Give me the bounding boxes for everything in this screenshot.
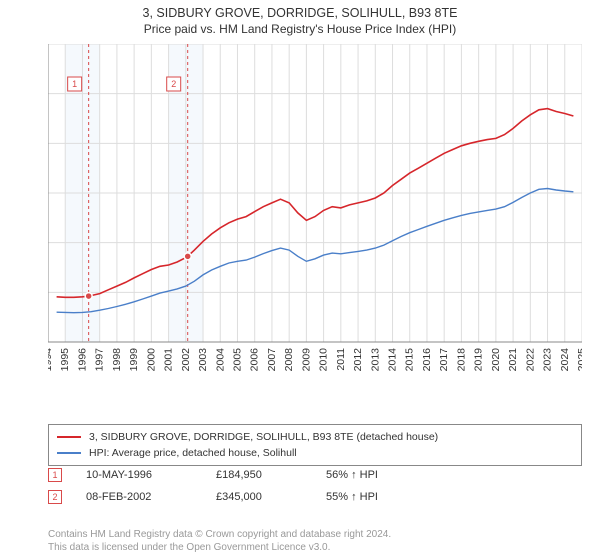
chart-plot-area: £0£200K£400K£600K£800K£1M£1.2M1994199519… [48, 44, 582, 380]
x-tick-label: 2021 [507, 348, 519, 372]
legend-label: 3, SIDBURY GROVE, DORRIDGE, SOLIHULL, B9… [89, 431, 438, 443]
x-tick-label: 1998 [111, 348, 123, 372]
x-tick-label: 2005 [231, 348, 243, 372]
x-tick-label: 2022 [524, 348, 536, 372]
marker-row: 2 08-FEB-2002 £345,000 55% ↑ HPI [48, 486, 582, 508]
x-tick-label: 2024 [559, 348, 571, 372]
footer-line: This data is licensed under the Open Gov… [48, 541, 391, 554]
x-tick-label: 2011 [335, 348, 347, 371]
x-tick-label: 2000 [145, 348, 157, 372]
legend: 3, SIDBURY GROVE, DORRIDGE, SOLIHULL, B9… [48, 424, 582, 466]
legend-swatch [57, 452, 81, 454]
x-tick-label: 2013 [369, 348, 381, 372]
legend-label: HPI: Average price, detached house, Soli… [89, 447, 297, 459]
x-tick-label: 1997 [94, 348, 106, 372]
marker-badge: 1 [48, 468, 62, 482]
x-tick-label: 2015 [404, 348, 416, 372]
x-tick-label: 2019 [473, 348, 485, 372]
x-tick-label: 2018 [455, 348, 467, 372]
chart-title-sub: Price paid vs. HM Land Registry's House … [0, 22, 600, 36]
x-tick-label: 1995 [59, 348, 71, 372]
x-tick-label: 1996 [76, 348, 88, 372]
x-tick-label: 2003 [197, 348, 209, 372]
x-tick-label: 2009 [300, 348, 312, 372]
x-tick-label: 2023 [542, 348, 554, 372]
marker-badge: 2 [48, 490, 62, 504]
marker-dot [85, 293, 92, 300]
marker-dot [184, 253, 191, 260]
x-tick-label: 1999 [128, 348, 140, 372]
x-tick-label: 2012 [352, 348, 364, 372]
x-tick-label: 2006 [249, 348, 261, 372]
x-tick-label: 1994 [48, 348, 54, 372]
footer-line: Contains HM Land Registry data © Crown c… [48, 528, 391, 541]
x-tick-label: 2008 [283, 348, 295, 372]
x-tick-label: 2004 [214, 348, 226, 372]
x-tick-label: 2007 [266, 348, 278, 372]
legend-swatch [57, 436, 81, 438]
marker-tag-label: 1 [72, 79, 77, 89]
x-tick-label: 2025 [576, 348, 582, 372]
x-tick-label: 2001 [163, 348, 175, 372]
marker-tag-label: 2 [171, 79, 176, 89]
chart-title-main: 3, SIDBURY GROVE, DORRIDGE, SOLIHULL, B9… [0, 6, 600, 20]
x-tick-label: 2017 [438, 348, 450, 372]
x-tick-label: 2010 [318, 348, 330, 372]
x-tick-label: 2002 [180, 348, 192, 372]
marker-price: £345,000 [216, 491, 326, 503]
marker-pct: 56% ↑ HPI [326, 469, 426, 481]
marker-date: 08-FEB-2002 [86, 491, 216, 503]
x-tick-label: 2020 [490, 348, 502, 372]
marker-date: 10-MAY-1996 [86, 469, 216, 481]
marker-price: £184,950 [216, 469, 326, 481]
footer-attribution: Contains HM Land Registry data © Crown c… [48, 528, 391, 554]
marker-pct: 55% ↑ HPI [326, 491, 426, 503]
marker-table: 1 10-MAY-1996 £184,950 56% ↑ HPI 2 08-FE… [48, 464, 582, 508]
x-tick-label: 2016 [421, 348, 433, 372]
marker-row: 1 10-MAY-1996 £184,950 56% ↑ HPI [48, 464, 582, 486]
legend-item: 3, SIDBURY GROVE, DORRIDGE, SOLIHULL, B9… [57, 429, 573, 445]
x-tick-label: 2014 [387, 348, 399, 372]
legend-item: HPI: Average price, detached house, Soli… [57, 445, 573, 461]
